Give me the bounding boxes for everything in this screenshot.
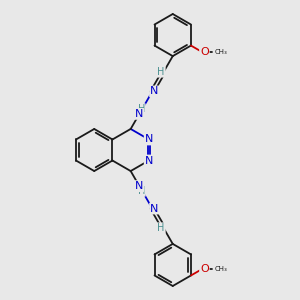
Text: O: O — [200, 47, 209, 57]
Text: N: N — [150, 86, 158, 97]
Text: N: N — [145, 134, 153, 145]
Text: N: N — [135, 109, 143, 119]
Text: CH₃: CH₃ — [215, 266, 228, 272]
Text: H: H — [158, 67, 165, 77]
Text: H: H — [137, 186, 145, 196]
Text: O: O — [200, 264, 209, 274]
Text: H: H — [158, 223, 165, 233]
Text: N: N — [145, 155, 153, 166]
Text: H: H — [137, 104, 145, 114]
Text: CH₃: CH₃ — [215, 49, 228, 55]
Text: N: N — [150, 203, 158, 214]
Text: N: N — [135, 181, 143, 191]
